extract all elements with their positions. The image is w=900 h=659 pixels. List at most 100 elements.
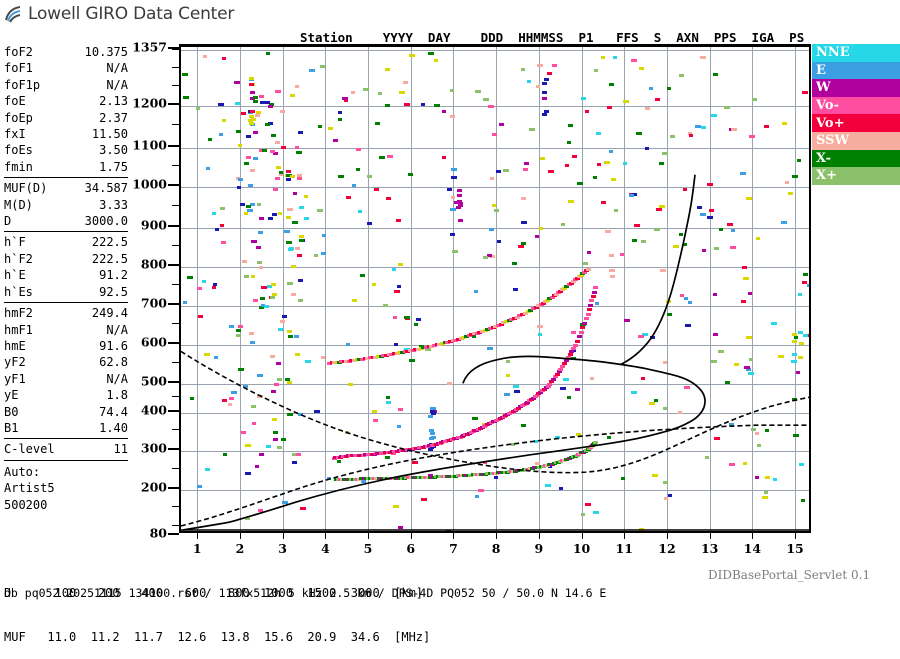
param-row: foF1p N/A: [4, 77, 128, 93]
muf-lower-dashed-curve: [181, 425, 809, 526]
y-axis-label: 500: [141, 374, 167, 389]
app-title: Lowell GIRO Data Center: [28, 4, 234, 24]
y-axis-tick: [168, 381, 179, 383]
param-key: yF2: [4, 354, 26, 370]
y-axis-label: 300: [141, 441, 167, 456]
param-value: 91.6: [99, 338, 128, 354]
param-divider: [4, 460, 128, 461]
y-axis-tick: [168, 103, 179, 105]
x-axis-label: 11: [616, 541, 633, 556]
x-axis-tick: [453, 533, 454, 539]
autoscaler-line: Auto:: [4, 464, 128, 480]
ionogram-plot-area[interactable]: [179, 44, 811, 533]
legend-item-label: Vo-: [816, 98, 839, 113]
y-axis-minor-tick: [172, 468, 179, 469]
legend-item-x[interactable]: X-: [812, 150, 900, 168]
y-axis-label: 800: [141, 257, 167, 272]
y-axis-minor-tick: [172, 284, 179, 285]
y-axis-label: 200: [141, 480, 167, 495]
param-value: 74.4: [99, 404, 128, 420]
param-key: foF1p: [4, 77, 40, 93]
y-axis-minor-tick: [172, 205, 179, 206]
y-axis-tick: [168, 342, 179, 344]
x-axis-label: 8: [492, 541, 501, 556]
x-axis-tick: [197, 533, 198, 539]
x-axis-tick: [240, 533, 241, 539]
y-axis-minor-tick: [172, 67, 179, 68]
y-axis-label: 80: [150, 526, 167, 541]
legend-item-w[interactable]: W: [812, 79, 900, 97]
true-height-profile-upper-branch: [463, 356, 649, 383]
param-key: h`E: [4, 267, 26, 283]
param-value: N/A: [106, 77, 128, 93]
param-key: foF1: [4, 60, 33, 76]
x-axis-label: 4: [321, 541, 330, 556]
param-divider: [4, 302, 128, 303]
param-value: 34.587: [85, 180, 128, 196]
legend-item-nne[interactable]: NNE: [812, 44, 900, 62]
y-axis-label: 700: [141, 296, 167, 311]
wifi-arc-icon: [4, 4, 26, 24]
param-key: hmF1: [4, 322, 33, 338]
y-axis-tick: [168, 264, 179, 266]
x-axis-label: 3: [278, 541, 287, 556]
y-axis-minor-tick: [172, 396, 179, 397]
param-key: MUF(D): [4, 180, 47, 196]
x-axis-tick: [283, 533, 284, 539]
legend-item-vo[interactable]: Vo-: [812, 97, 900, 115]
legend-item-vo[interactable]: Vo+: [812, 114, 900, 132]
param-key: foF2: [4, 44, 33, 60]
param-value: 1.8: [106, 387, 128, 403]
param-key: foE: [4, 93, 26, 109]
y-axis-tick: [168, 533, 179, 535]
y-axis-minor-tick: [172, 245, 179, 246]
param-key: D: [4, 213, 11, 229]
param-key: foEs: [4, 142, 33, 158]
legend-item-ssw[interactable]: SSW: [812, 132, 900, 150]
legend-item-label: X+: [816, 168, 837, 183]
servlet-version-label: DIDBasePortal_Servlet 0.1: [708, 568, 870, 582]
y-axis-label: 1100: [132, 138, 167, 153]
autoscaler-line: Artist5: [4, 480, 128, 496]
param-value: 1.40: [99, 420, 128, 436]
y-axis-tick: [168, 47, 179, 49]
y-axis-tick: [168, 487, 179, 489]
param-divider: [4, 177, 128, 178]
legend-item-e[interactable]: E: [812, 62, 900, 80]
legend-item-x[interactable]: X+: [812, 167, 900, 185]
y-axis-tick: [168, 448, 179, 450]
param-key: yE: [4, 387, 18, 403]
station-header-row: Station YYYY DAY DDD HHMMSS P1 FFS S AXN…: [300, 31, 804, 44]
autoscaler-line: 500200: [4, 497, 128, 513]
legend-item-label: W: [816, 80, 831, 95]
x-axis-tick: [710, 533, 711, 539]
param-value: 91.2: [99, 267, 128, 283]
param-key: M(D): [4, 197, 33, 213]
x-axis-tick: [325, 533, 326, 539]
y-axis-label: 600: [141, 335, 167, 350]
y-axis-minor-tick: [172, 85, 179, 86]
param-key: h`Es: [4, 284, 33, 300]
param-row: h`E 91.2: [4, 267, 128, 283]
param-key: foEp: [4, 110, 33, 126]
true-height-profile-rise: [621, 175, 695, 365]
param-value: 2.13: [99, 93, 128, 109]
x-axis-tick: [368, 533, 369, 539]
